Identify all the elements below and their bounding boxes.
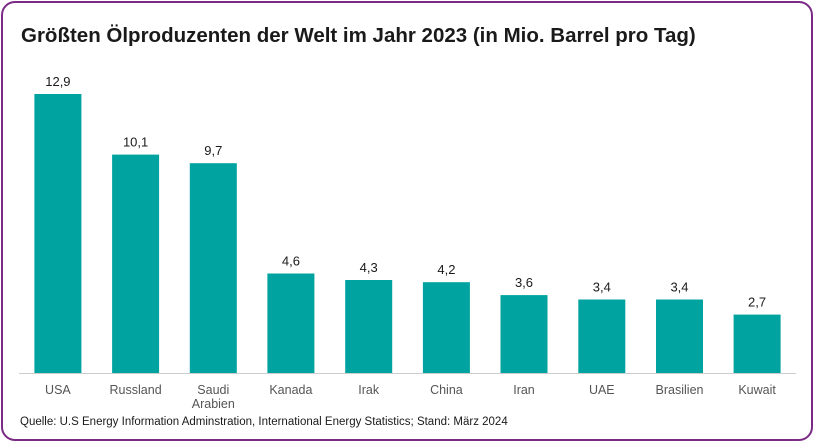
bar [733, 314, 781, 373]
category-label: China [430, 383, 463, 397]
category-label: Kuwait [738, 383, 776, 397]
category-label: USA [45, 383, 71, 397]
data-label: 4,6 [282, 254, 300, 269]
bar [112, 154, 160, 373]
data-label: 3,4 [670, 280, 688, 295]
category-label: Saudi [197, 383, 229, 397]
bar [189, 163, 237, 373]
data-label: 3,6 [515, 275, 533, 290]
bar [656, 299, 703, 373]
source-note: Quelle: U.S Energy Information Adminstra… [20, 416, 508, 428]
category-label: Brasilien [656, 383, 704, 397]
category-label: Kanada [269, 383, 312, 397]
category-label: Arabien [192, 397, 235, 411]
bar [422, 282, 470, 373]
data-label: 10,1 [123, 135, 148, 150]
data-label: 4,2 [437, 262, 455, 277]
data-label: 3,4 [593, 280, 611, 295]
data-label: 9,7 [204, 143, 222, 158]
bar [267, 273, 315, 373]
data-label: 12,9 [45, 74, 70, 89]
category-label: Irak [358, 383, 380, 397]
bar [578, 299, 626, 373]
bar [500, 295, 548, 373]
bar [34, 94, 82, 373]
category-label: UAE [589, 383, 615, 397]
category-label: Iran [513, 383, 535, 397]
chart-title: Größten Ölproduzenten der Welt im Jahr 2… [21, 24, 696, 47]
data-label: 2,7 [748, 295, 766, 310]
bar [345, 280, 393, 373]
category-label: Russland [110, 383, 162, 397]
data-label: 4,3 [360, 260, 378, 275]
